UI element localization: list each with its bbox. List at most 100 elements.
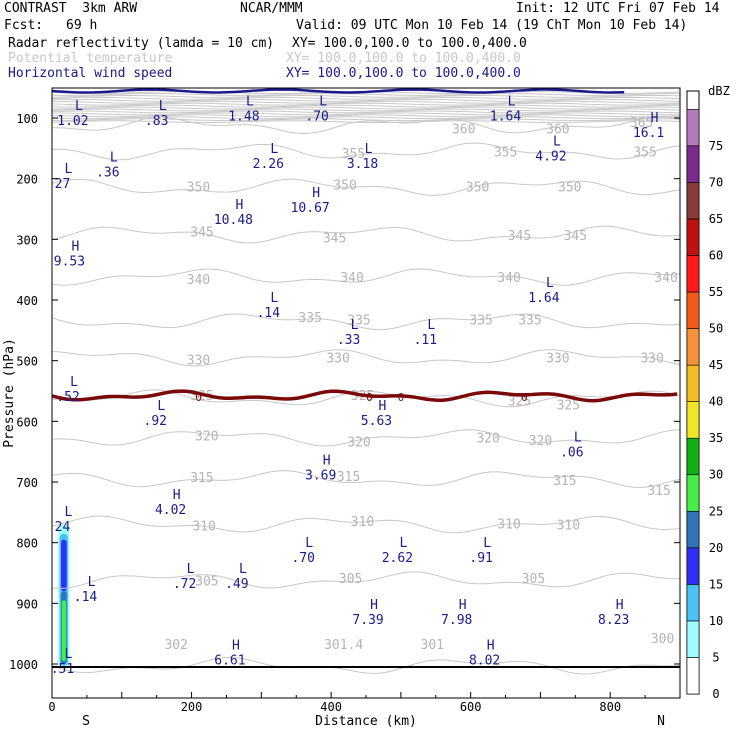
- theta-label: 360: [546, 122, 569, 137]
- wind-extremum-low: L.72: [173, 562, 196, 592]
- wind-extremum-type: L: [159, 99, 167, 114]
- wind-extremum-type: L: [305, 536, 313, 551]
- wind-extremum-value: 10.67: [291, 201, 330, 216]
- wind-extremum-type: L: [483, 536, 491, 551]
- wind-extremum-low: L.33: [337, 318, 360, 348]
- wind-extremum-low: L.70: [291, 536, 314, 566]
- theta-contour-355: [52, 142, 680, 161]
- theta-label: 320: [195, 429, 218, 444]
- wind-extremum-value: .36: [96, 165, 119, 180]
- colorbar-swatch: [686, 291, 700, 329]
- wind-extremum-value: 2.26: [253, 157, 284, 172]
- colorbar-swatch: [686, 657, 700, 695]
- theta-label: 355: [342, 147, 365, 162]
- wind-extremum-value: 1.64: [528, 291, 559, 306]
- wind-extremum-type: H: [323, 454, 331, 469]
- wind-extremum-high: H5.63: [361, 399, 392, 429]
- theta-contour-layer: 360 360 365 355 355 355 350 350 350 350 345 345 345 3…: [52, 91, 680, 675]
- wind-extremum-value: 7.39: [352, 613, 383, 628]
- theta-label: 320: [529, 434, 552, 449]
- theta-contour-300: [52, 656, 680, 675]
- wind-extremum-value: 10.48: [214, 213, 253, 228]
- reflectivity-cell: [61, 539, 67, 592]
- theta-label: 301.4: [324, 638, 363, 653]
- wind-extremum-value: .91: [469, 551, 492, 566]
- theta-label: 335: [347, 313, 370, 328]
- colorbar-level-label: 45: [709, 358, 723, 372]
- wind-extremum-low: L.91: [469, 536, 492, 566]
- colorbar-unit: dBZ: [708, 84, 730, 98]
- wind-extremum-type: L: [65, 647, 73, 662]
- theta-label: 340: [497, 271, 520, 286]
- theta-label: 345: [564, 229, 587, 244]
- axes-layer: 100 200 300 400 500 600 700 800 900 1000 0 200 400 60…: [2, 87, 681, 729]
- wind-extremum-high: H7.98: [441, 598, 472, 628]
- reflectivity-layer: [58, 524, 70, 668]
- colorbar-swatch: [686, 364, 700, 402]
- wind-extremum-high: H8.23: [598, 598, 629, 628]
- theta-contour-upper: [52, 118, 680, 122]
- reflectivity-cell: [61, 600, 66, 661]
- colorbar-level-label: 55: [709, 285, 723, 299]
- colorbar-level-label: 70: [709, 175, 723, 189]
- field-xy-theta: XY= 100.0,100.0 to 100.0,400.0: [286, 51, 521, 66]
- field-xy-reflectivity: XY= 100.0,100.0 to 100.0,400.0: [292, 36, 527, 51]
- wind-extremum-type: H: [173, 488, 181, 503]
- wind-extremum-value: .14: [74, 590, 98, 605]
- wind-extremum-value: 6.61: [214, 654, 245, 669]
- colorbar-level-label: 65: [709, 212, 723, 226]
- wind-extremum-value: 3.18: [347, 157, 378, 172]
- theta-contour-upper: [52, 112, 680, 116]
- theta-contour-310: [52, 515, 680, 534]
- wind-extremum-type: H: [236, 198, 244, 213]
- wind-extremum-low: L1.02: [57, 99, 88, 129]
- colorbar-level-label: 25: [709, 504, 723, 518]
- wind-extremum-value: 2.62: [382, 551, 413, 566]
- colorbar-swatch: [686, 510, 700, 549]
- theta-contour-315: [52, 470, 680, 489]
- y-tick-label: 600: [16, 415, 38, 429]
- zero-dbz-label: 0: [195, 391, 202, 404]
- wind-extremum-type: L: [319, 95, 327, 110]
- theta-contour-upper: [52, 108, 680, 112]
- colorbar-level-label: 75: [709, 139, 723, 153]
- wind-extremum-value: .92: [144, 414, 167, 429]
- theta-label: 310: [497, 517, 520, 532]
- theta-label: 335: [518, 313, 541, 328]
- wind-extremum-type: L: [88, 575, 96, 590]
- theta-contour-320: [52, 429, 680, 447]
- colorbar-swatch: [686, 584, 700, 622]
- theta-contour-upper: [52, 114, 680, 118]
- colorbar-swatch: [686, 437, 700, 476]
- y-tick-label: 800: [16, 537, 38, 551]
- theta-label: 305: [339, 572, 362, 587]
- colorbar-level-label: 60: [709, 248, 723, 262]
- zero-dbz-label: 0: [521, 391, 528, 404]
- wind-extremum-high: H10.48: [214, 198, 253, 228]
- theta-label: 355: [494, 145, 517, 160]
- field-xy-wind: XY= 100.0,100.0 to 100.0,400.0: [286, 66, 521, 81]
- wind-extremum-value: .52: [56, 390, 79, 405]
- theta-contour-upper: [52, 104, 680, 108]
- wind-extremum-low: L.70: [305, 95, 328, 125]
- wind-extremum-low: L1.64: [528, 276, 559, 306]
- theta-label: 360: [452, 122, 475, 137]
- wind-extremum-low: L4.92: [535, 135, 566, 165]
- theta-label: 335: [469, 313, 492, 328]
- theta-label: 350: [558, 181, 581, 196]
- colorbar-swatch: [686, 108, 700, 147]
- theta-label: 315: [647, 484, 670, 499]
- colorbar-swatch: [686, 547, 700, 585]
- endpoint-left-label: S: [82, 714, 90, 729]
- wind-extremum-type: L: [508, 95, 516, 110]
- model-title: CONTRAST 3km ARW: [4, 1, 138, 16]
- wind-extremum-value: 24: [55, 520, 71, 535]
- theta-contour-335: [52, 313, 680, 331]
- colorbar-level-label: 50: [709, 322, 723, 336]
- theta-contour-330: [52, 349, 680, 367]
- wind-extremum-type: L: [157, 399, 165, 414]
- wind-extremum-type: H: [370, 598, 378, 613]
- wind-extremum-value: 5.63: [361, 414, 392, 429]
- wind-extremum-low: L2.26: [253, 142, 284, 172]
- wind-extremum-high: H3.69: [305, 454, 336, 484]
